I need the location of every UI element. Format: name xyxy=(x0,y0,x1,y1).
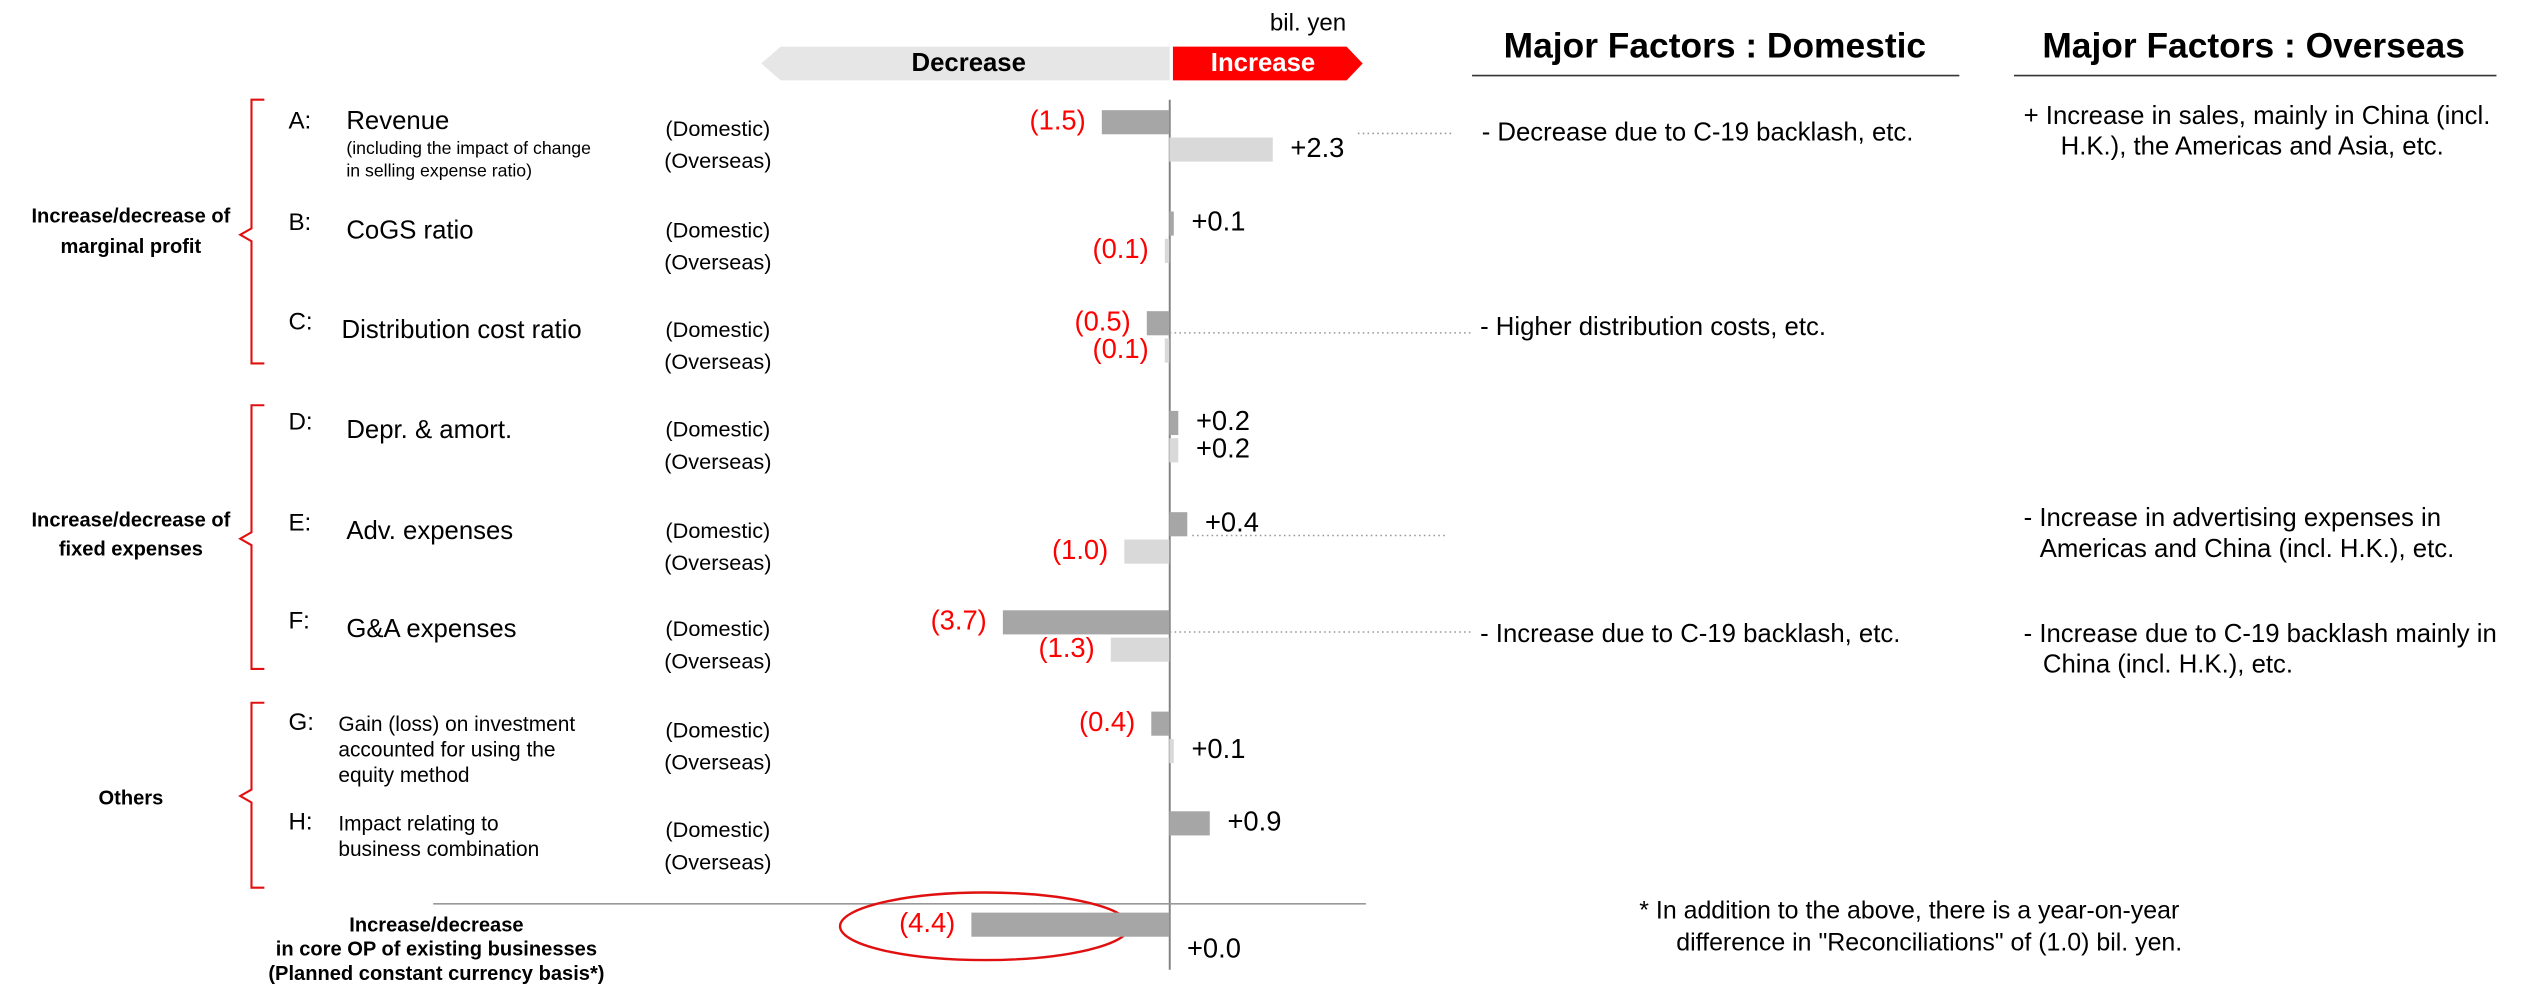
value-label: (0.4) xyxy=(1079,706,1135,737)
factor-text: H.K.), the Americas and Asia, etc. xyxy=(2061,133,2444,161)
bar xyxy=(1110,637,1170,662)
category-letter: F: xyxy=(288,608,309,635)
category-name: Depr. & amort. xyxy=(346,416,512,444)
category-letter: G: xyxy=(288,709,313,736)
value-label: (1.3) xyxy=(1039,632,1095,663)
decrease-label: Decrease xyxy=(912,49,1026,77)
bar xyxy=(971,912,1170,937)
group-label: marginal profit xyxy=(61,236,202,258)
value-label: +0.0 xyxy=(1187,933,1241,964)
decrease-arrow xyxy=(761,46,1170,81)
series-label: (Domestic) xyxy=(665,317,770,342)
bar xyxy=(1164,238,1170,263)
value-label: +0.1 xyxy=(1191,733,1245,764)
series-label: (Overseas) xyxy=(664,349,771,374)
value-label: (3.7) xyxy=(931,605,987,636)
bar xyxy=(1169,410,1179,435)
series-label: (Domestic) xyxy=(665,717,770,742)
factor-text: - Increase due to C-19 backlash, etc. xyxy=(1480,620,1900,648)
category-name: Revenue xyxy=(346,107,449,135)
category-name: CoGS ratio xyxy=(346,216,473,244)
value-label: +0.9 xyxy=(1227,806,1281,837)
value-label: (4.4) xyxy=(899,907,955,938)
bar xyxy=(1169,738,1174,764)
bar xyxy=(1164,338,1170,363)
factor-text: - Decrease due to C-19 backlash, etc. xyxy=(1482,118,1914,146)
group-label: Others xyxy=(98,788,163,810)
series-label: (Domestic) xyxy=(665,116,770,141)
factor-text: - Increase in advertising expenses in xyxy=(2024,504,2441,532)
category-note: in selling expense ratio) xyxy=(346,161,532,181)
category-letter: H: xyxy=(288,809,312,836)
value-label: +0.4 xyxy=(1205,506,1259,537)
footnote: * In addition to the above, there is a y… xyxy=(1639,896,2179,924)
bar xyxy=(1101,110,1170,135)
bar xyxy=(1169,512,1188,537)
category-name: equity method xyxy=(338,764,469,787)
value-label: (0.1) xyxy=(1093,333,1149,364)
bar xyxy=(1124,539,1170,564)
unit-label: bil. yen xyxy=(1270,9,1346,36)
value-label: +0.1 xyxy=(1191,206,1245,237)
group-label: Increase/decrease of xyxy=(31,509,230,531)
bar xyxy=(1169,438,1179,463)
series-label: (Overseas) xyxy=(664,550,771,575)
domestic-factors-title: Major Factors : Domestic xyxy=(1504,27,1926,66)
factor-text: + Increase in sales, mainly in China (in… xyxy=(2024,102,2491,130)
leader-lines xyxy=(1169,132,1474,633)
category-note: (including the impact of change xyxy=(346,138,591,158)
value-label: +0.2 xyxy=(1196,405,1250,436)
factor-text: - Increase due to C-19 backlash mainly i… xyxy=(2024,620,2497,648)
factor-text: China (incl. H.K.), etc. xyxy=(2043,651,2293,679)
factor-text: - Higher distribution costs, etc. xyxy=(1480,313,1826,341)
total-label: (Planned constant currency basis*) xyxy=(268,963,604,985)
category-name: Distribution cost ratio xyxy=(342,316,582,344)
category-letter: A: xyxy=(288,108,311,135)
bar xyxy=(1169,811,1210,836)
category-letter: B: xyxy=(288,209,311,236)
footnote: difference in "Reconciliations" of (1.0)… xyxy=(1676,929,2182,957)
category-name: business combination xyxy=(338,838,539,861)
category-name: Adv. expenses xyxy=(346,517,513,545)
series-label: (Overseas) xyxy=(664,148,771,173)
series-label: (Domestic) xyxy=(665,817,770,842)
value-label: (0.1) xyxy=(1093,233,1149,264)
series-label: (Overseas) xyxy=(664,449,771,474)
factor-text: Americas and China (incl. H.K.), etc. xyxy=(2040,535,2455,563)
group-label: fixed expenses xyxy=(59,538,203,560)
bar xyxy=(1169,137,1273,162)
series-label: (Domestic) xyxy=(665,518,770,543)
series-label: (Overseas) xyxy=(664,750,771,775)
series-label: (Overseas) xyxy=(664,849,771,874)
category-letter: D: xyxy=(288,408,312,435)
category-name: accounted for using the xyxy=(338,739,555,762)
value-label: +2.3 xyxy=(1290,132,1344,163)
bar xyxy=(1151,711,1170,736)
bar xyxy=(1169,211,1174,236)
overseas-factors-title: Major Factors : Overseas xyxy=(2042,27,2465,66)
category-letter: E: xyxy=(288,510,311,537)
increase-label: Increase xyxy=(1211,49,1315,77)
category-name: G&A expenses xyxy=(346,615,516,643)
total-label: in core OP of existing businesses xyxy=(276,939,597,961)
total-label: Increase/decrease xyxy=(349,915,523,937)
bar xyxy=(1146,311,1170,336)
category-name: Impact relating to xyxy=(338,812,498,835)
value-label: (1.5) xyxy=(1030,104,1086,135)
series-label: (Domestic) xyxy=(665,417,770,442)
series-label: (Domestic) xyxy=(665,616,770,641)
value-label: (1.0) xyxy=(1052,534,1108,565)
series-label: (Overseas) xyxy=(664,249,771,274)
value-label: +0.2 xyxy=(1196,432,1250,463)
value-label: (0.5) xyxy=(1075,305,1131,336)
category-letter: C: xyxy=(288,309,312,336)
series-label: (Domestic) xyxy=(665,217,770,242)
increase-arrow xyxy=(1172,46,1363,81)
category-name: Gain (loss) on investment xyxy=(338,713,575,736)
series-label: (Overseas) xyxy=(664,648,771,673)
group-brackets xyxy=(238,98,265,889)
bar xyxy=(1002,610,1170,635)
group-label: Increase/decrease of xyxy=(31,205,230,227)
